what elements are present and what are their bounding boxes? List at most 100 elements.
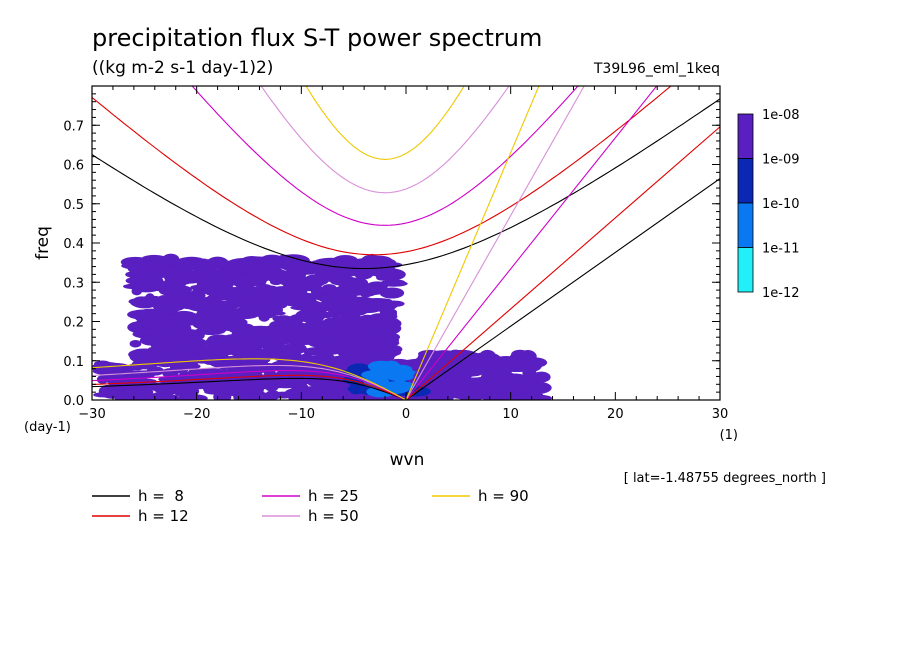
power-blob [176,266,188,279]
power-blob [98,384,120,398]
power-blob [136,268,168,280]
inertia-gravity-curve [305,86,465,160]
power-blob [282,282,306,292]
axis-ticks: −30 −20 −10 0 10 20 30 0.0 0.1 0.2 0.3 0.4 0.5 0.6 0.7 [63,86,728,422]
power-blob [241,256,262,265]
power-blob [391,369,416,376]
y-tick-label: 0.7 [63,119,84,134]
power-blob [362,260,381,270]
power-blob [146,366,165,376]
power-blob [181,261,212,271]
power-blob [381,300,405,308]
power-blob [133,327,154,336]
power-blob [295,309,322,322]
kelvin-curve [405,86,540,400]
plot-area: −30 −20 −10 0 10 20 30 0.0 0.1 0.2 0.3 0.4 0.5 0.6 0.7 [63,85,728,422]
power-blob [279,343,297,352]
power-blob [167,314,181,321]
power-blob [361,369,392,380]
power-blob [211,348,225,360]
y-tick-label: 0.5 [63,198,84,213]
legend-label: h = 90 [478,487,529,505]
power-blob [233,285,250,297]
y-tick-label: 0.6 [63,159,84,174]
x-tick-label: 0 [402,407,410,422]
power-blob [170,292,202,301]
power-blob [115,378,127,391]
power-blob [216,335,251,346]
colorbar-label: 1e-10 [762,197,800,212]
x-tick-label: −20 [183,407,210,422]
power-blob [96,375,109,384]
legend: h = 8 h = 12 h = 25 h = 50 h = 90 [92,487,529,525]
legend-label: h = 12 [138,507,189,525]
x-axis-label: wvn [390,450,425,470]
power-blob [521,357,548,368]
power-blob [239,380,268,391]
rossby-curve [92,374,407,400]
power-blob [328,272,345,282]
rossby-curve [92,377,407,400]
y-unit-label: (day-1) [24,420,71,435]
spectral-power-field [92,253,553,400]
colorbar-segment [737,247,754,293]
power-blob [300,264,316,274]
power-blob [302,319,335,333]
power-blob [459,395,476,400]
power-blob [256,283,272,290]
power-blob [177,330,210,336]
power-blob [136,308,167,320]
power-blob [442,361,460,371]
power-blob [265,383,279,392]
power-blob [312,381,344,393]
power-blob [386,319,397,331]
x-tick-label: −30 [78,407,105,422]
power-blob [293,298,310,307]
power-blob [250,392,262,400]
power-blob [352,285,386,295]
power-blob [320,357,354,364]
colorbar-label: 1e-12 [762,286,800,301]
power-blob [532,371,551,383]
power-blob [181,344,211,353]
run-label: T39L96_eml_1keq [593,61,720,77]
power-blob [300,353,313,360]
x-tick-label: −10 [288,407,315,422]
power-blob [178,277,211,283]
x-tick-label: 20 [607,407,624,422]
kelvin-curve [405,86,658,400]
power-blob [514,387,545,394]
legend-label: h = 25 [308,487,359,505]
power-blob [178,298,189,307]
power-blob [479,349,496,363]
power-blob [431,371,458,382]
rossby-curve [92,364,407,400]
power-blob [262,392,274,399]
power-blob [440,390,454,400]
power-blob [250,335,272,348]
power-blob [163,394,177,400]
inertia-gravity-curve [260,86,510,194]
power-blob [245,308,276,317]
y-tick-label: 0.0 [63,394,84,409]
power-blob [287,373,314,385]
power-blob [228,265,250,273]
power-blob [134,348,167,360]
power-blob [344,307,368,316]
chart-subtitle: ((kg m-2 s-1 day-1)2) [92,58,273,78]
power-blob [217,300,242,306]
power-blob [242,339,253,353]
dispersion-curves [92,86,720,400]
power-blob [228,388,239,396]
power-blob [120,389,141,400]
y-tick-label: 0.2 [63,316,84,331]
x-tick-label: 30 [712,407,729,422]
power-blob [131,287,142,296]
colorbar-segment [737,158,754,204]
y-axis-label: freq [33,226,53,260]
power-blob [192,302,220,313]
power-blob [518,394,549,400]
power-blob [214,270,229,283]
power-blob [368,318,379,326]
